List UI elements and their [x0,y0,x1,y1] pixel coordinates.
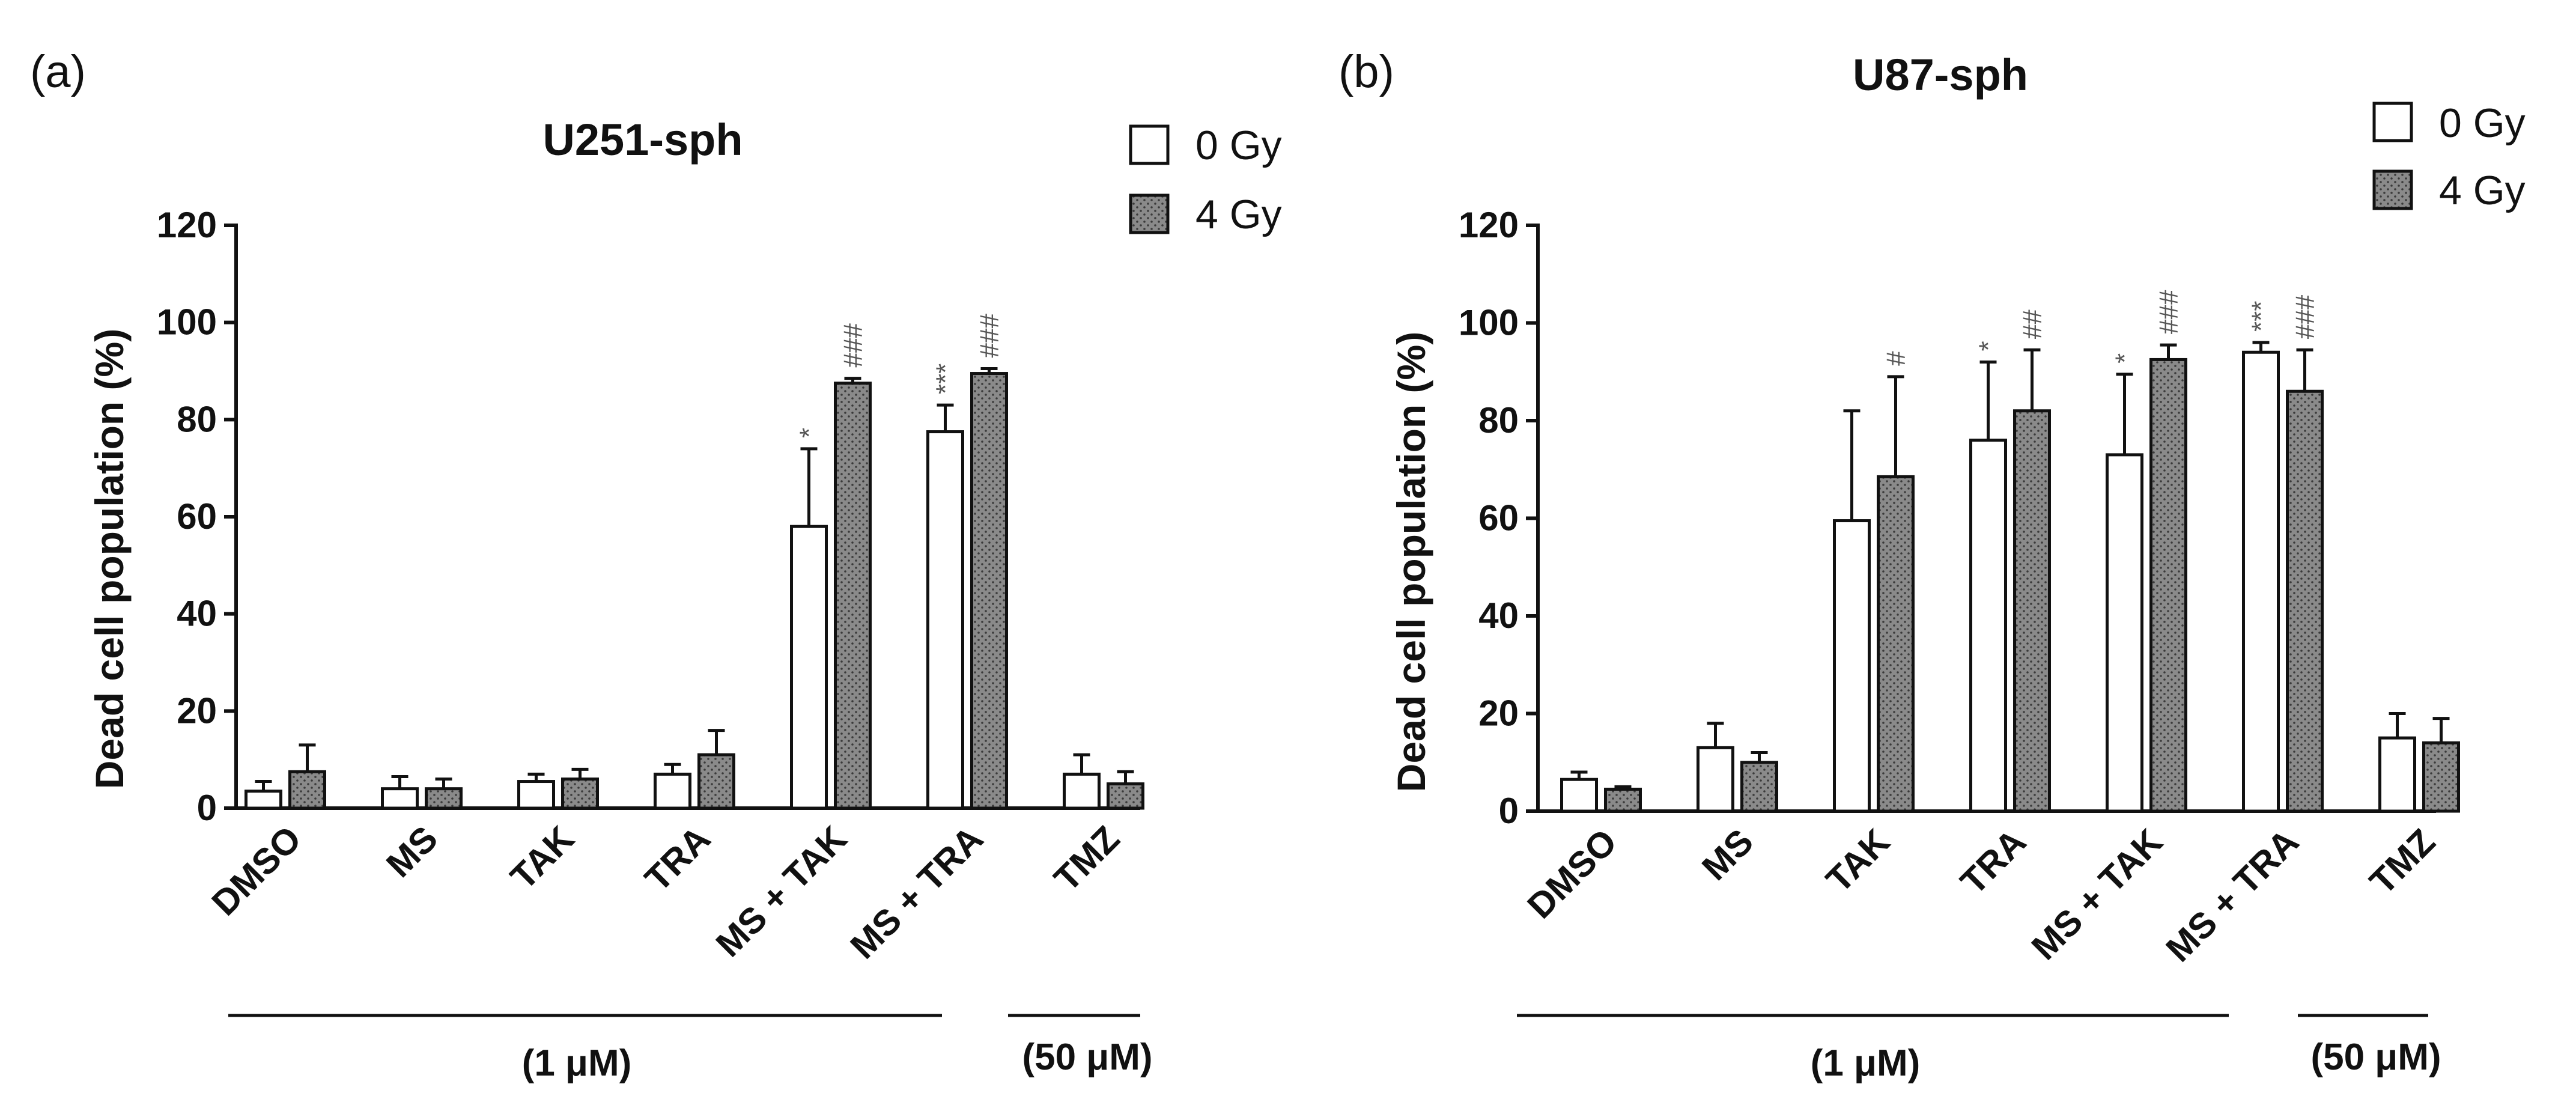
legend: 0 Gy 4 Gy [2372,100,2526,213]
y-axis-label: Dead cell population (%) [1389,332,1433,792]
x-tick-label: MS + TRA [2158,821,2307,970]
y-tick-label: 0 [1499,791,1519,831]
y-tick-label: 80 [1478,400,1519,440]
bar-tak-0-gy [517,780,555,810]
y-tick-label: 40 [177,594,217,634]
x-tick-label: TMZ [1046,818,1128,899]
significance-marker: ### [839,323,868,368]
plot-area: 0 20 40 60 80 100 120 DMSO MS TAK TRA * ### MS + TAK *… [157,205,1144,967]
legend-swatch-4-gy [2372,169,2413,210]
legend-label-4-gy: 4 Gy [1195,192,1282,237]
y-tick-label: 0 [197,788,217,828]
y-tick-label: 80 [177,399,217,439]
legend-label-0-gy: 0 Gy [2439,100,2526,146]
bar-ms-tak-0-gy [2106,453,2143,813]
significance-marker: ## [2018,309,2047,339]
x-tick-label: MS [1694,821,1761,888]
x-tick-label: TAK [1818,821,1897,900]
x-tick-label: DMSO [204,818,309,924]
bar-tra-4-gy [697,753,735,810]
x-tick-label: MS + TRA [843,818,991,967]
bar-ms-4-gy [1740,761,1778,813]
bar-ms-0-gy [381,787,419,810]
x-tick-label: TMZ [2362,821,2443,903]
chart-title: U251-sph [542,115,743,165]
x-tick-label: TAK [503,818,582,897]
significance-marker: ### [975,314,1004,358]
bar-dmso-0-gy [1560,778,1598,813]
significance-marker: *** [2247,301,2276,332]
y-tick-label: 100 [157,302,217,342]
significance-marker: * [1974,341,2003,351]
y-tick-label: 100 [1459,303,1519,343]
significance-marker: # [1882,351,1911,366]
bar-ms-tak-4-gy [2149,358,2187,813]
bar-ms-tra-4-gy [2286,389,2324,813]
legend-label-0-gy: 0 Gy [1195,123,1282,168]
bar-tak-0-gy [1833,519,1871,813]
y-tick-label: 40 [1478,595,1519,636]
bar-ms-tra-0-gy [2242,350,2280,813]
bar-tak-4-gy [1877,475,1915,813]
y-tick-label: 60 [177,496,217,537]
bracket-label-1um: (1 μM) [1811,1043,1921,1084]
bar-tra-0-gy [654,772,691,810]
x-tick-label: TRA [1953,821,2034,903]
significance-marker: ### [2154,290,2184,334]
y-tick-label: 120 [157,205,217,245]
bar-ms-4-gy [425,787,463,810]
bar-ms-tak-4-gy [834,382,872,810]
x-tick-label: MS + TAK [708,818,854,964]
y-tick-label: 20 [177,690,217,731]
bracket-label-1um: (1 μM) [522,1043,632,1084]
bar-tmz-0-gy [2378,736,2416,813]
legend-swatch-0-gy [1129,124,1170,165]
panel-a: (a) U251-sph Dead cell population (%) 0 … [30,46,1282,1084]
concentration-brackets: (1 μM) (50 μM) [1517,1014,2441,1084]
significance-marker: ### [2291,294,2320,339]
bar-tmz-4-gy [2422,741,2460,813]
x-tick-label: TRA [637,818,718,899]
y-tick-label: 60 [1478,498,1519,538]
bar-tmz-0-gy [1063,772,1101,810]
bar-tak-4-gy [561,778,599,810]
panel-b: (b) U87-sph Dead cell population (%) 0 G… [1338,46,2526,1084]
concentration-brackets: (1 μM) (50 μM) [228,1014,1153,1084]
x-tick-label: MS [378,818,445,885]
bar-tra-4-gy [2013,409,2051,813]
y-tick-label: 20 [1478,693,1519,734]
bar-tmz-4-gy [1107,782,1144,810]
bracket-label-50um: (50 μM) [2310,1036,2441,1078]
bar-dmso-0-gy [245,790,282,810]
bar-ms-tak-0-gy [790,525,828,810]
bracket-label-50um: (50 μM) [1022,1036,1152,1078]
legend: 0 Gy 4 Gy [1129,123,1282,237]
y-tick-label: 120 [1459,205,1519,245]
significance-marker: *** [931,364,961,394]
panel-label: (b) [1338,46,1394,97]
y-axis-label: Dead cell population (%) [87,329,132,789]
plot-area: 0 20 40 60 80 100 120 DMSO MS # TAK * ## TRA * ### MS + … [1459,205,2460,970]
bar-ms-tra-0-gy [926,430,964,810]
significance-marker: * [2110,353,2140,364]
bar-ms-0-gy [1697,746,1734,813]
legend-swatch-0-gy [2372,102,2413,142]
x-tick-label: DMSO [1520,821,1625,927]
legend-label-4-gy: 4 Gy [2439,168,2526,213]
bar-dmso-4-gy [288,770,326,810]
x-tick-label: MS + TAK [2024,821,2170,967]
bar-ms-tra-4-gy [970,372,1008,810]
panel-label: (a) [30,46,86,97]
legend-swatch-4-gy [1129,193,1170,234]
significance-marker: * [795,428,824,438]
bar-dmso-4-gy [1604,787,1642,813]
chart-title: U87-sph [1853,50,2028,100]
bar-tra-0-gy [1969,439,2007,813]
